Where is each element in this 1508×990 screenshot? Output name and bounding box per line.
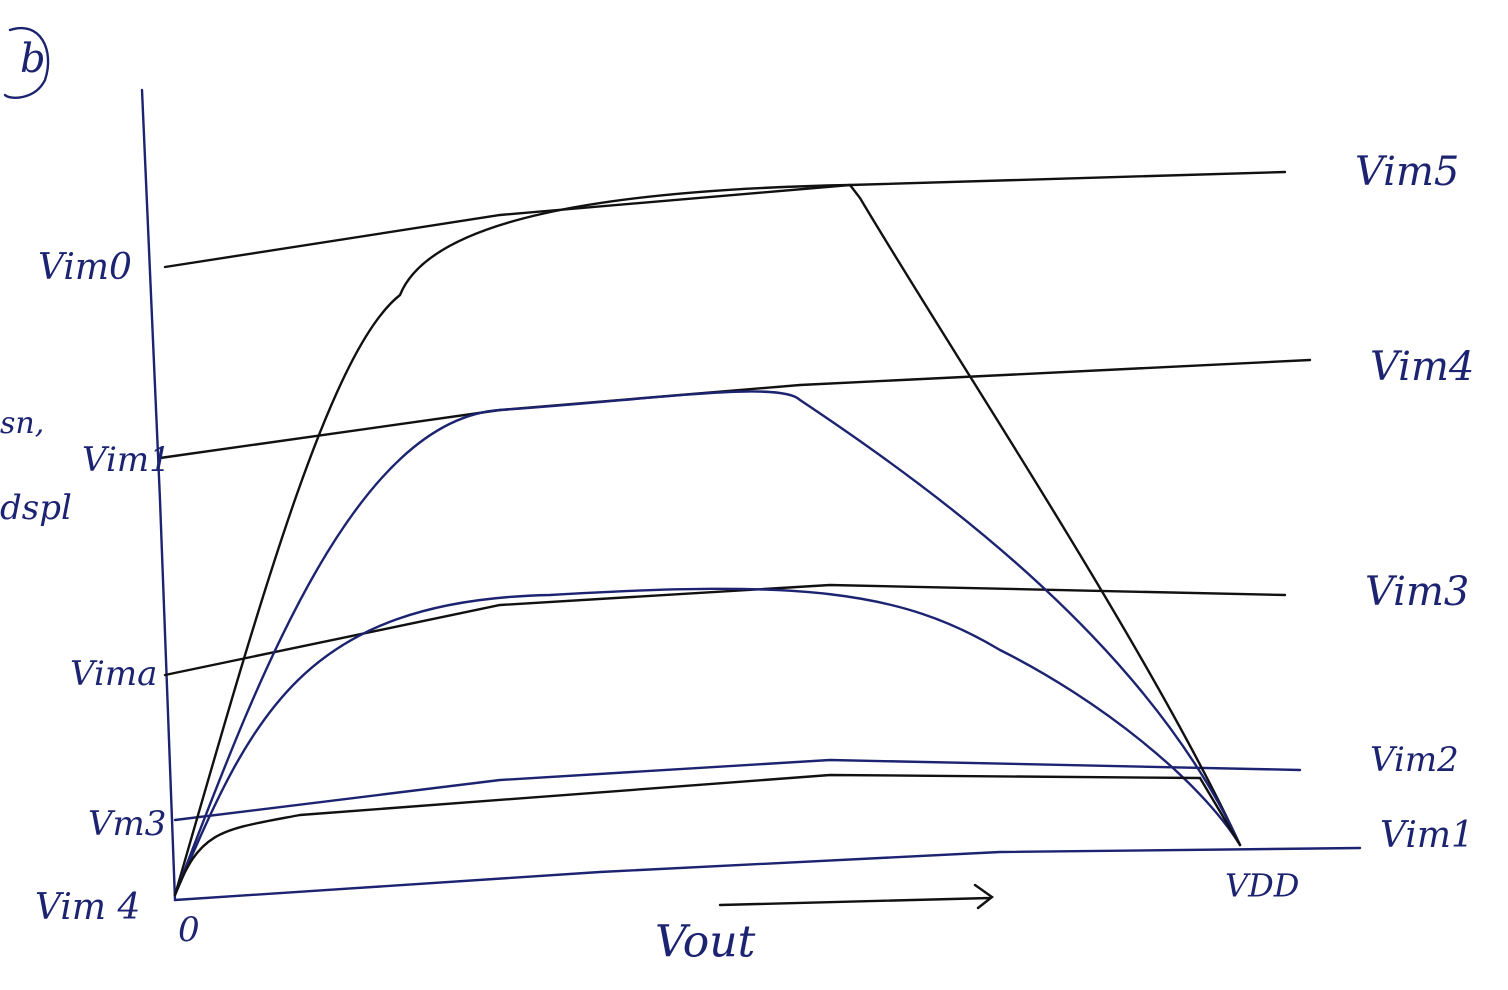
left-label: Vim0 (38, 247, 132, 288)
left-label: Vm3 (88, 804, 166, 844)
sketch: b Vim0 Vim1 Vima Vm3 Vim 4 sn, dspl Vim5… (0, 0, 1508, 990)
y-axis (142, 90, 175, 900)
right-label: Vim5 (1355, 149, 1459, 195)
origin-label: 0 (178, 910, 200, 950)
x-axis-label: Vout (655, 917, 756, 968)
curve (175, 589, 1240, 895)
x-axis (175, 848, 1360, 900)
right-label: Vim2 (1370, 740, 1459, 780)
curve (175, 775, 1240, 895)
left-label: Vim 4 (35, 887, 140, 928)
side-note: sn, (0, 406, 44, 441)
right-label: Vim1 (1380, 815, 1474, 856)
side-note: dspl (0, 488, 72, 528)
panel-label: b (20, 36, 46, 82)
curve-line (160, 360, 1310, 458)
right-label: Vim3 (1365, 569, 1469, 615)
left-label: Vim1 (82, 440, 171, 480)
right-label: Vim4 (1370, 344, 1474, 390)
arrow (720, 885, 992, 908)
x-end-label: VDD (1225, 867, 1299, 905)
curve (175, 391, 1240, 895)
left-label: Vima (70, 654, 157, 694)
curve-line (165, 172, 1285, 267)
